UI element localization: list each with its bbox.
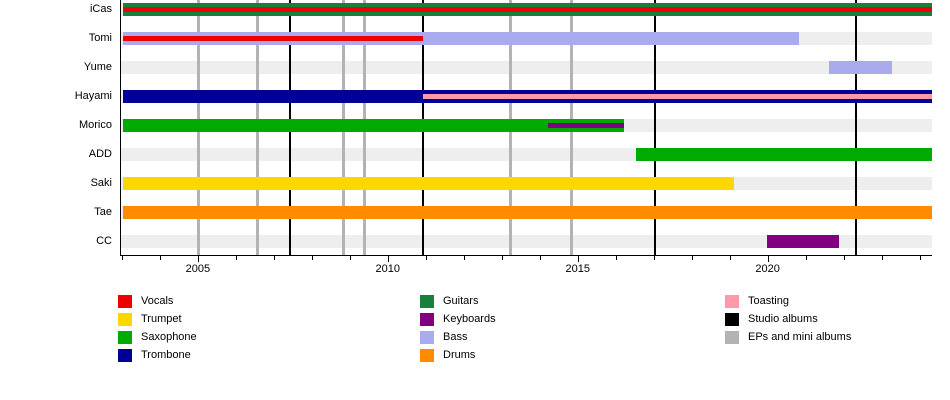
timeline-bar-saxophone: [635, 147, 932, 161]
year-tick: [425, 256, 427, 260]
row-background: [121, 60, 932, 74]
legend-swatch: [118, 348, 132, 362]
member-label-hayami: Hayami: [74, 90, 112, 102]
legend-column-instruments-2: Guitars Keyboards Bass Drums: [420, 292, 496, 364]
year-label: 2010: [375, 263, 401, 275]
legend-label: Keyboards: [443, 313, 496, 325]
timeline-bar-keyboards: [766, 234, 839, 248]
year-tick: [539, 256, 541, 260]
legend-item: Keyboards: [420, 310, 496, 328]
year-tick: [159, 256, 161, 260]
legend-swatch: [420, 330, 434, 344]
year-tick: [691, 256, 693, 260]
timeline-bar-keyboards: [548, 122, 625, 128]
year-tick: [463, 256, 465, 260]
year-label: 2020: [755, 263, 780, 275]
legend-swatch: [420, 312, 434, 326]
legend-swatch: [118, 294, 132, 308]
x-axis: 2005 2010 2015 2020: [120, 256, 931, 282]
legend-item: Trumpet: [118, 310, 197, 328]
legend-label: Toasting: [748, 295, 789, 307]
major-year-tick: [577, 256, 579, 262]
timeline-bar-bass: [829, 60, 893, 74]
legend-label: Bass: [443, 331, 468, 343]
member-label-icas: iCas: [89, 3, 112, 15]
legend-item: Studio albums: [725, 310, 851, 328]
legend-item: Saxophone: [118, 328, 197, 346]
row-background: [121, 234, 932, 248]
member-label-morico: Morico: [78, 119, 112, 131]
major-year-tick: [767, 256, 769, 262]
legend-label: Studio albums: [748, 313, 818, 325]
timeline-bar-toasting: [422, 93, 932, 99]
legend-swatch: [420, 348, 434, 362]
legend-swatch: [725, 294, 739, 308]
year-tick: [501, 256, 503, 260]
legend-label: Vocals: [141, 295, 174, 307]
legend-column-releases: Toasting Studio albums EPs and mini albums: [725, 292, 851, 346]
legend-swatch: [118, 312, 132, 326]
legend-label: Trumpet: [141, 313, 182, 325]
legend-label: Guitars: [443, 295, 479, 307]
year-tick: [653, 256, 655, 260]
studio-album-line: [855, 0, 858, 255]
legend-item: Bass: [420, 328, 496, 346]
year-tick: [615, 256, 617, 260]
timeline-bar-bass: [122, 31, 800, 45]
legend-swatch: [725, 312, 739, 326]
timeline-bar-vocals: [122, 6, 932, 12]
legend-label: Trombone: [141, 349, 191, 361]
year-tick: [805, 256, 807, 260]
legend-label: Drums: [443, 349, 476, 361]
legend-label: EPs and mini albums: [748, 331, 852, 343]
legend-item: Vocals: [118, 292, 197, 310]
legend-swatch: [420, 294, 434, 308]
legend-item: Toasting: [725, 292, 851, 310]
year-tick: [311, 256, 313, 260]
year-tick: [235, 256, 237, 260]
legend-item: Trombone: [118, 346, 197, 364]
legend-swatch: [725, 330, 739, 344]
member-labels: iCas Tomi Yume Hayami Morico ADD Saki Tae CC: [0, 0, 112, 256]
legend-item: Drums: [420, 346, 496, 364]
year-tick: [843, 256, 845, 260]
legend-label: Saxophone: [141, 331, 197, 343]
major-year-tick: [387, 256, 389, 262]
member-label-tae: Tae: [94, 206, 112, 218]
plot-area: [120, 0, 932, 256]
year-tick: [273, 256, 275, 260]
timeline-bar-saxophone: [122, 118, 625, 132]
legend-item: EPs and mini albums: [725, 328, 851, 346]
member-label-cc: CC: [96, 235, 112, 247]
legend-column-instruments-1: Vocals Trumpet Saxophone Trombone: [118, 292, 197, 364]
member-label-yume: Yume: [83, 61, 112, 73]
member-label-saki: Saki: [90, 177, 112, 189]
timeline-bar-trumpet: [122, 176, 735, 190]
year-tick: [121, 256, 123, 260]
year-tick: [349, 256, 351, 260]
year-tick: [919, 256, 921, 260]
year-tick: [881, 256, 883, 260]
year-label: 2015: [565, 263, 590, 275]
year-tick: [729, 256, 731, 260]
timeline-bar-vocals: [122, 35, 423, 41]
member-label-tomi: Tomi: [88, 32, 112, 44]
year-label: 2005: [185, 263, 211, 275]
studio-album-line: [653, 0, 656, 255]
timeline-bar-drums: [122, 205, 932, 219]
member-label-add: ADD: [88, 148, 112, 160]
legend: Vocals Trumpet Saxophone Trombone Guitars Ke…: [0, 292, 950, 382]
legend-swatch: [118, 330, 132, 344]
major-year-tick: [197, 256, 199, 262]
legend-item: Guitars: [420, 292, 496, 310]
